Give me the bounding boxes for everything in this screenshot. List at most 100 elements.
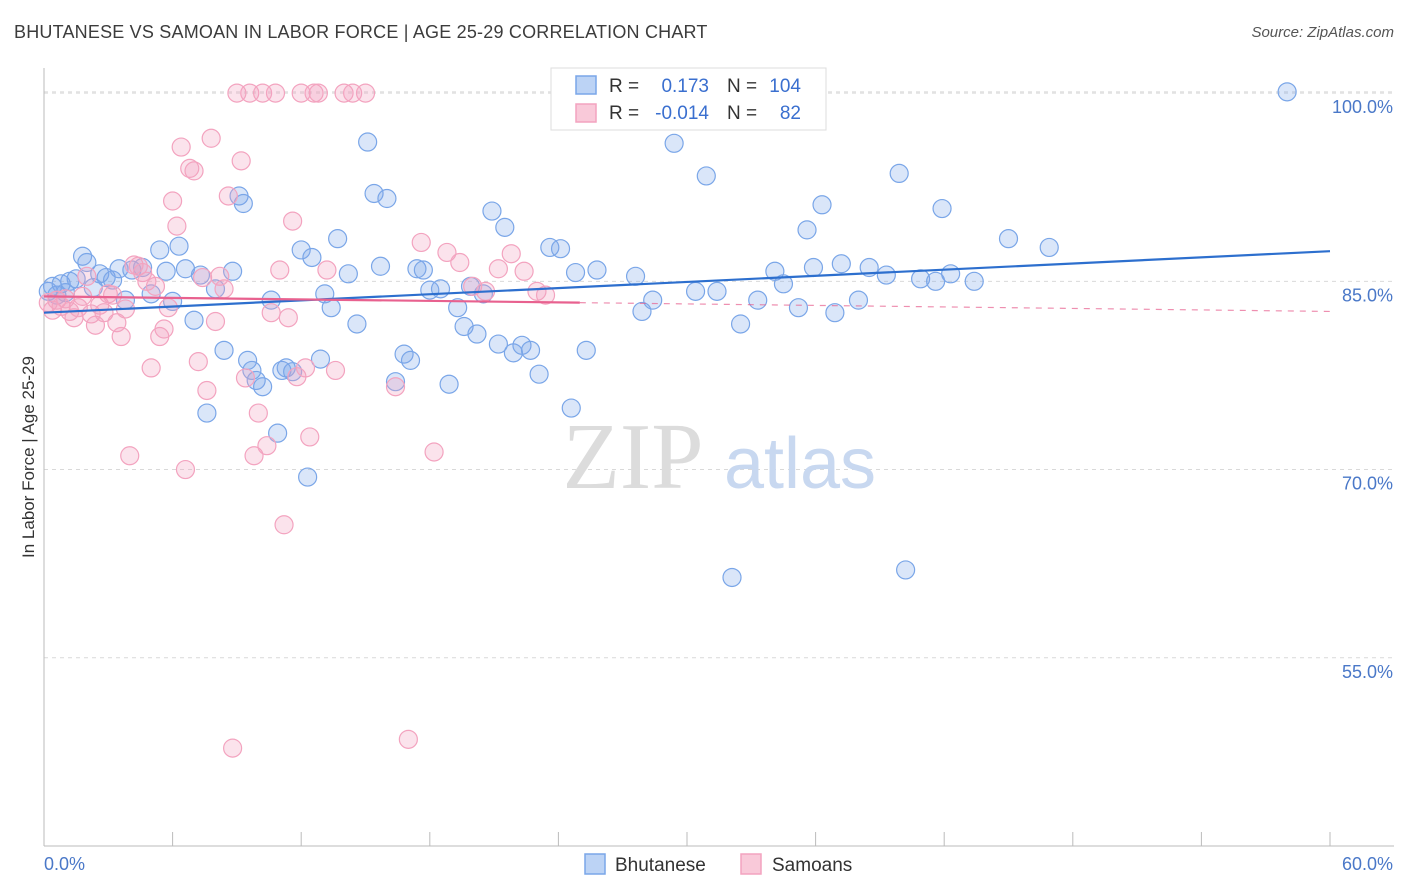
point-samoans: [265, 83, 286, 103]
watermark-atlas: atlas: [724, 424, 876, 504]
point-samoans: [154, 319, 174, 339]
point-bhutanese: [825, 303, 845, 323]
point-bhutanese: [812, 195, 832, 215]
point-bhutanese: [377, 188, 397, 209]
point-bhutanese: [896, 560, 916, 580]
point-samoans: [257, 436, 277, 456]
stats-r-value-1: 0.173: [661, 76, 709, 97]
point-samoans: [201, 128, 221, 148]
point-samoans: [488, 259, 508, 279]
stats-r-label-1: R =: [609, 76, 639, 97]
point-bhutanese: [385, 372, 406, 392]
point-bhutanese: [685, 281, 706, 301]
point-samoans: [193, 267, 213, 288]
point-samoans: [184, 161, 204, 181]
y-tick-label: 70.0%: [1342, 474, 1393, 494]
chart-source: Source: ZipAtlas.com: [1251, 24, 1394, 41]
point-bhutanese: [197, 403, 217, 423]
point-bhutanese: [797, 220, 817, 240]
point-bhutanese: [926, 271, 946, 291]
point-bhutanese: [358, 132, 378, 152]
point-samoans: [450, 252, 470, 273]
point-samoans: [145, 276, 166, 296]
point-samoans: [218, 186, 238, 206]
point-samoans: [325, 360, 346, 381]
trend-line-samoans-dashed: [579, 302, 1331, 313]
point-samoans: [283, 211, 303, 231]
point-samoans: [205, 311, 226, 332]
point-bhutanese: [565, 262, 586, 283]
point-bhutanese: [998, 229, 1019, 249]
point-bhutanese: [298, 467, 318, 487]
bottom-legend: Bhutanese Samoans: [584, 853, 852, 876]
point-bhutanese: [448, 298, 468, 318]
point-bhutanese: [576, 340, 596, 360]
point-samoans: [437, 242, 457, 263]
point-samoans: [463, 276, 483, 296]
point-bhutanese: [730, 314, 751, 334]
point-bhutanese: [773, 274, 794, 294]
point-bhutanese: [214, 340, 234, 360]
point-samoans: [248, 403, 268, 423]
point-samoans: [355, 83, 376, 103]
point-samoans: [385, 377, 406, 397]
point-bhutanese: [848, 290, 869, 310]
stats-legend: R = 0.173 N = 104 R = -0.014 N = 82: [550, 67, 827, 131]
point-samoans: [94, 303, 114, 323]
data-points: [38, 82, 1297, 758]
watermark-zip: ZIP: [563, 405, 704, 509]
y-axis-title: In Labor Force | Age 25-29: [19, 356, 38, 558]
point-bhutanese: [364, 183, 384, 204]
point-bhutanese: [643, 290, 663, 310]
point-samoans: [223, 738, 243, 758]
point-bhutanese: [529, 364, 549, 384]
point-samoans: [120, 446, 140, 466]
point-bhutanese: [625, 266, 646, 286]
point-bhutanese: [495, 217, 515, 237]
point-bhutanese: [400, 350, 421, 370]
point-bhutanese: [482, 201, 502, 221]
point-bhutanese: [328, 229, 348, 249]
point-samoans: [270, 260, 290, 280]
y-tick-label: 55.0%: [1342, 662, 1393, 682]
trend-lines: [43, 250, 1331, 314]
point-bhutanese: [788, 298, 809, 318]
point-bhutanese: [889, 163, 909, 184]
trend-line-bhutanese: [43, 250, 1331, 314]
point-bhutanese: [587, 260, 607, 280]
legend-label-bhutanese: Bhutanese: [615, 855, 706, 876]
point-bhutanese: [413, 260, 433, 280]
point-bhutanese: [831, 254, 851, 274]
point-samoans: [535, 285, 556, 305]
stats-r-value-2: -0.014: [655, 103, 709, 124]
point-bhutanese: [156, 261, 176, 281]
point-samoans: [295, 358, 316, 378]
stats-n-value-2: 82: [780, 103, 801, 124]
y-tick-label: 85.0%: [1342, 285, 1393, 305]
point-bhutanese: [803, 257, 824, 278]
legend-swatch-bhutanese: [584, 853, 606, 875]
point-bhutanese: [748, 290, 768, 310]
point-samoans: [214, 279, 234, 299]
point-bhutanese: [77, 252, 97, 273]
point-bhutanese: [253, 377, 273, 397]
y-tick-label: 100.0%: [1332, 97, 1393, 117]
point-samoans: [308, 83, 328, 103]
point-samoans: [278, 308, 298, 328]
point-samoans: [175, 459, 196, 480]
point-samoans: [167, 216, 187, 236]
point-bhutanese: [932, 198, 952, 219]
point-bhutanese: [242, 360, 262, 381]
stats-n-value-1: 104: [769, 76, 801, 97]
point-samoans: [210, 266, 230, 286]
point-samoans: [197, 380, 217, 401]
point-bhutanese: [722, 567, 742, 588]
point-bhutanese: [473, 284, 493, 304]
stats-legend-frame: [550, 67, 827, 131]
point-samoans: [300, 427, 320, 447]
point-bhutanese: [184, 310, 204, 330]
x-tick-label-end: 60.0%: [1342, 854, 1393, 874]
point-bhutanese: [321, 298, 341, 318]
point-samoans: [235, 368, 256, 388]
